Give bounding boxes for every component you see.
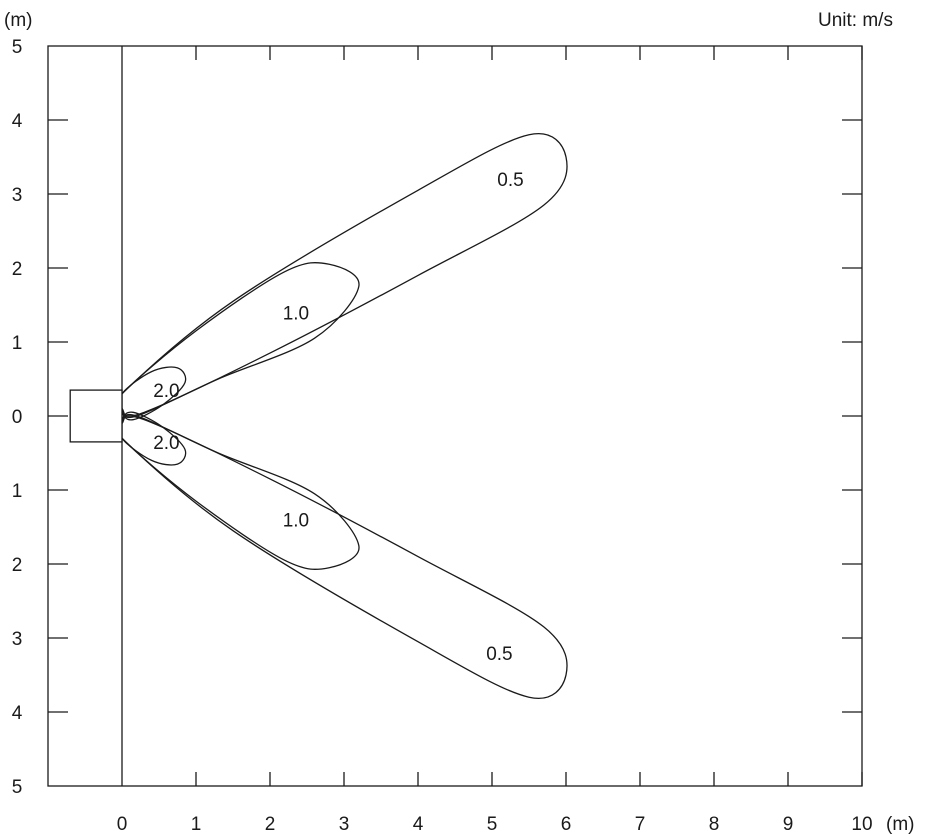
y-tick-label: 2: [12, 259, 23, 280]
contour-label: 1.0: [283, 303, 309, 324]
x-tick-label: 10: [851, 814, 872, 834]
y-tick-label: 0: [12, 407, 23, 428]
x-tick-label: 2: [265, 814, 276, 834]
y-tick-label: 3: [12, 185, 23, 206]
x-tick-label: 4: [413, 814, 424, 834]
y-tick-label: 4: [12, 703, 23, 724]
x-tick-label: 3: [339, 814, 350, 834]
y-tick-label: 5: [12, 777, 23, 798]
tick-marks: [48, 46, 863, 786]
x-tick-label: 9: [783, 814, 794, 834]
x-tick-label: 6: [561, 814, 572, 834]
x-unit-label: (m): [886, 814, 914, 834]
x-tick-label: 0: [117, 814, 128, 834]
x-tick-label: 7: [635, 814, 646, 834]
y-unit-label: (m): [4, 10, 32, 31]
x-tick-labels: 0 1 2 3 4 5 6 7 8 9 10: [117, 814, 873, 834]
unit-label: Unit: m/s: [818, 10, 893, 31]
contour-lower-0-5: [112, 415, 568, 699]
y-tick-label: 5: [12, 37, 23, 58]
y-tick-labels: 5 4 3 2 1 0 1 2 3 4 5: [12, 37, 23, 798]
outlet-box: [69, 389, 123, 443]
contour-label: 2.0: [153, 381, 179, 402]
contour-label: 2.0: [153, 433, 179, 454]
y-tick-label: 2: [12, 555, 23, 576]
contour-label: 0.5: [497, 170, 523, 191]
contour-label: 1.0: [283, 511, 309, 532]
contour-lower-1-0: [115, 413, 360, 571]
contour-label: 0.5: [486, 644, 512, 665]
air-outlet-unit: [69, 389, 123, 443]
x-tick-label: 5: [487, 814, 498, 834]
contour-upper-0-5: [112, 133, 568, 417]
contour-upper-1-0: [115, 261, 360, 419]
x-tick-label: 8: [709, 814, 720, 834]
velocity-contours: 2.0 2.0 1.0 1.0 0.5 0.5: [112, 133, 568, 699]
y-tick-label: 1: [12, 481, 23, 502]
plot-frame: [47, 45, 863, 787]
y-tick-label: 1: [12, 333, 23, 354]
y-tick-label: 3: [12, 629, 23, 650]
x-tick-label: 1: [191, 814, 202, 834]
y-tick-label: 4: [12, 111, 23, 132]
